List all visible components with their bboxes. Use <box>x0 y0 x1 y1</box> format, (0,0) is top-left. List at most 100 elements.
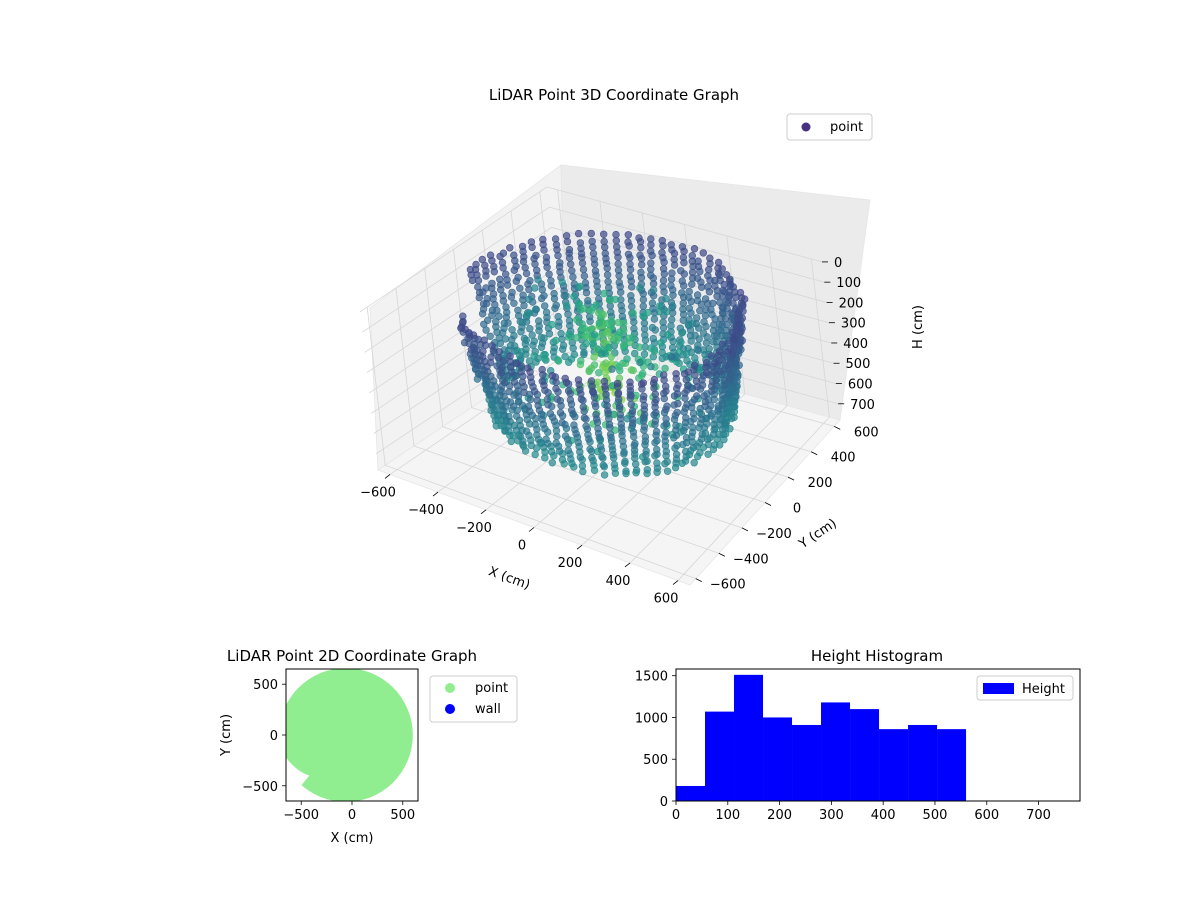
point-3d <box>488 342 496 350</box>
point-3d <box>736 288 745 297</box>
grid-line-z <box>364 227 827 353</box>
point-3d <box>572 334 581 342</box>
point-3d <box>497 369 506 377</box>
y-tick-label-2d: 0 <box>270 729 278 744</box>
point-3d <box>707 305 715 314</box>
x-tick-label-histogram: 200 <box>767 808 792 823</box>
point-3d <box>688 320 697 328</box>
point-3d <box>599 230 608 239</box>
point-3d <box>605 420 614 429</box>
point-3d <box>659 371 668 379</box>
point-3d <box>520 388 528 397</box>
ticks-2d: −500 0 500 −500 0 500 <box>242 678 415 823</box>
point-3d <box>548 372 556 380</box>
point-3d <box>526 277 534 285</box>
point-3d <box>709 299 717 307</box>
x-tick-label-histogram: 300 <box>819 808 844 823</box>
point-3d <box>578 320 586 328</box>
z-tick-label-3d: 700 <box>850 398 875 413</box>
point-3d <box>592 411 600 419</box>
point-3d <box>534 276 542 284</box>
point-3d <box>667 275 676 283</box>
point-3d <box>507 437 515 446</box>
point-3d <box>612 237 620 245</box>
x-tick-3d <box>432 491 439 497</box>
z-tick-label-3d: 400 <box>843 337 868 352</box>
point-3d <box>690 361 699 370</box>
point-3d <box>514 273 522 282</box>
point-3d <box>672 421 680 430</box>
point-3d <box>649 280 658 288</box>
y-tick-label-histogram: 500 <box>643 753 668 768</box>
point-3d <box>591 399 599 407</box>
point-3d <box>624 238 632 246</box>
point-3d <box>576 282 584 291</box>
point-3d <box>693 296 702 305</box>
point-3d <box>520 253 528 261</box>
point-3d <box>580 414 589 422</box>
point-3d <box>528 243 536 252</box>
point-3d <box>619 341 628 349</box>
point-3d <box>607 317 615 325</box>
point-3d <box>583 333 592 341</box>
point-3d <box>706 260 714 268</box>
point-3d <box>522 269 531 278</box>
point-3d <box>691 331 699 340</box>
point-3d <box>553 395 561 403</box>
point-3d <box>566 260 575 268</box>
point-3d <box>506 342 515 350</box>
point-3d <box>728 328 736 336</box>
point-3d <box>472 260 480 269</box>
point-3d <box>658 237 666 245</box>
point-3d <box>637 274 646 282</box>
point-3d <box>595 319 604 327</box>
point-3d <box>518 318 527 327</box>
point-3d <box>667 281 675 290</box>
point-3d <box>518 242 527 251</box>
point-3d <box>488 306 497 315</box>
grid-line-z <box>373 308 836 434</box>
y-axis-label-3d: Y (cm) <box>796 516 840 552</box>
point-3d <box>704 450 712 458</box>
y-tick-label-3d: 0 <box>793 502 801 517</box>
point-3d <box>478 310 487 318</box>
point-3d <box>592 301 600 309</box>
legend-3d: point <box>786 113 873 141</box>
point-3d <box>615 328 624 336</box>
x-tick-3d <box>480 509 487 515</box>
y-tick-3d <box>741 527 749 532</box>
grid-line-left-y <box>424 268 444 427</box>
point-3d <box>707 352 715 360</box>
point-3d <box>599 461 607 469</box>
point-3d <box>716 367 724 376</box>
point-3d <box>492 318 500 326</box>
point-3d <box>552 241 561 249</box>
point-3d <box>662 308 671 316</box>
point-3d <box>693 345 701 354</box>
point-3d <box>624 231 632 239</box>
point-3d <box>474 283 482 291</box>
point-3d <box>614 389 623 397</box>
point-3d <box>514 398 523 406</box>
point-3d <box>711 441 719 449</box>
point-3d <box>545 330 554 338</box>
point-3d <box>657 339 665 347</box>
y-tick-label-histogram: 1000 <box>635 711 668 726</box>
y-tick-3d <box>695 578 702 583</box>
point-3d <box>561 352 569 361</box>
point-3d <box>623 355 631 363</box>
point-3d <box>662 447 670 456</box>
point-3d <box>498 258 507 267</box>
point-3d <box>548 459 556 467</box>
point-3d <box>479 353 487 361</box>
point-3d <box>630 324 638 333</box>
grid-line-floor-y <box>385 464 696 580</box>
point-3d <box>678 243 687 251</box>
histogram-title: Height Histogram <box>811 647 943 665</box>
point-3d <box>482 267 490 275</box>
point-3d <box>723 304 731 313</box>
z-tick-label-3d: 500 <box>846 357 871 372</box>
point-3d <box>729 299 737 307</box>
point-3d <box>533 396 541 405</box>
points-3d <box>457 229 749 479</box>
